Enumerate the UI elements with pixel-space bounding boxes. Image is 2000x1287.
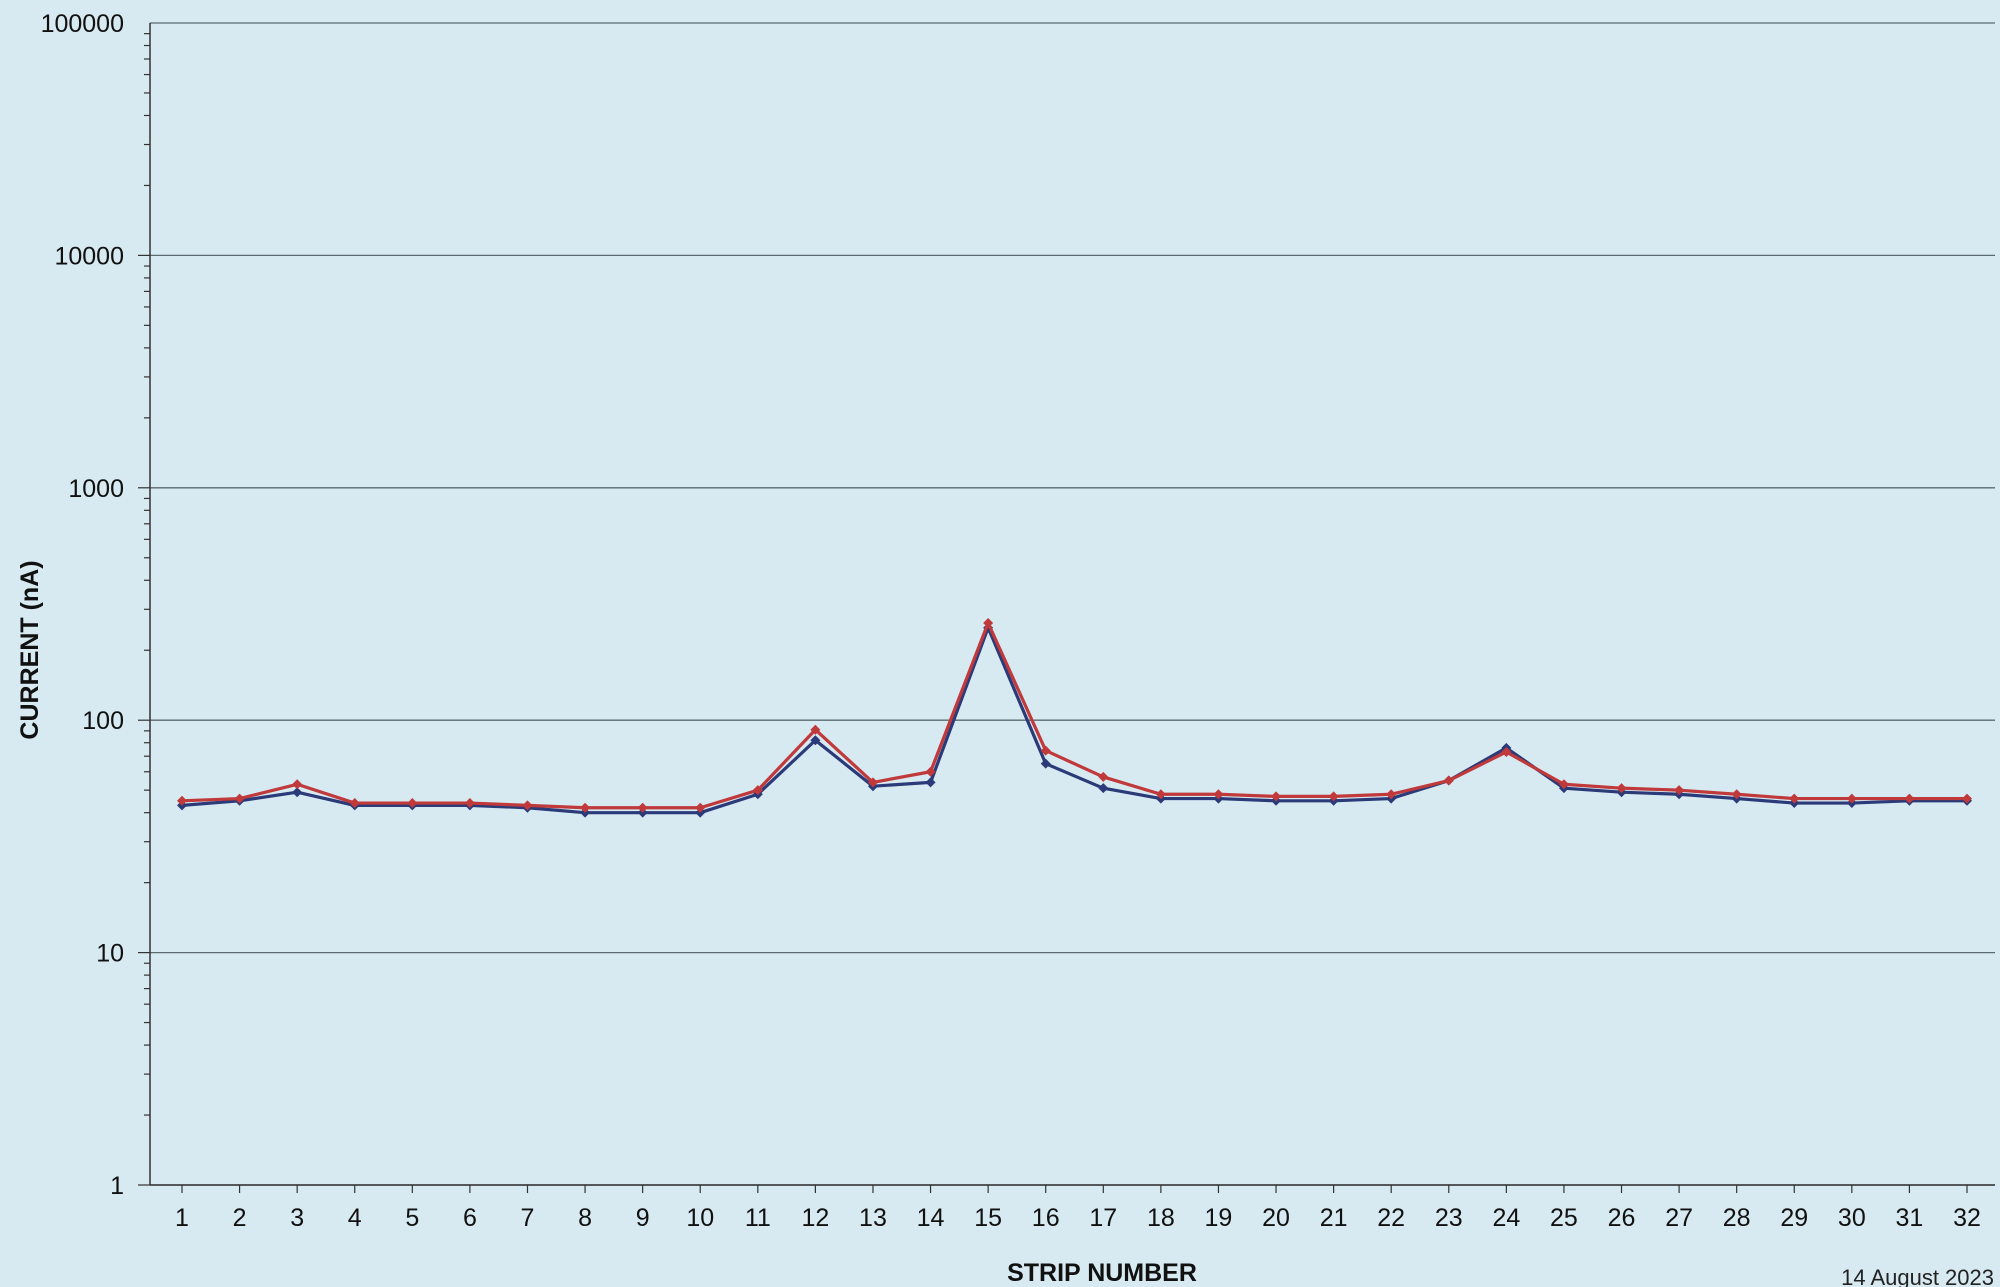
data-point — [522, 800, 533, 811]
y-tick-label: 100 — [82, 707, 124, 735]
x-axis: 1 2 3 4 5 6 7 8 9 10 11 12 13 14 15 16 17 18 19 20 21 22 23 24 2… — [150, 1184, 1995, 1232]
data-point — [810, 735, 821, 746]
data-point — [1328, 791, 1339, 802]
data-point — [349, 798, 360, 809]
data-point — [925, 777, 936, 788]
x-tick-label: 1 — [175, 1204, 189, 1232]
x-tick-label: 27 — [1665, 1204, 1693, 1232]
x-tick-label: 25 — [1550, 1204, 1578, 1232]
x-tick-label: 28 — [1723, 1204, 1751, 1232]
footer-date: 14 August 2023 — [1841, 1265, 1994, 1287]
y-tick-label: 10 — [96, 940, 124, 968]
x-tick-label: 10 — [686, 1204, 714, 1232]
x-tick-label: 8 — [578, 1204, 592, 1232]
data-point — [1558, 779, 1569, 790]
data-point — [234, 793, 245, 804]
data-point — [1904, 793, 1915, 804]
x-tick-label: 11 — [745, 1204, 771, 1232]
data-point — [810, 724, 821, 735]
x-tick-label: 14 — [917, 1204, 945, 1232]
data-point — [407, 798, 418, 809]
x-tick-label: 31 — [1896, 1204, 1924, 1232]
x-tick-label: 24 — [1492, 1204, 1520, 1232]
y-tick-label: 10000 — [54, 242, 124, 270]
data-point — [983, 617, 994, 628]
x-tick-label: 7 — [521, 1204, 535, 1232]
data-point — [1616, 783, 1627, 794]
x-tick-label: 9 — [636, 1204, 650, 1232]
data-point — [1098, 783, 1109, 794]
data-point — [177, 795, 187, 806]
x-axis-title: STRIP NUMBER — [1007, 1259, 1197, 1287]
x-tick-label: 3 — [290, 1204, 304, 1232]
data-point — [1962, 793, 1972, 804]
data-point — [580, 802, 591, 813]
grid-lines — [150, 22, 1995, 1186]
data-point — [1789, 793, 1800, 804]
data-point — [752, 785, 763, 796]
y-tick-label: 1000 — [68, 475, 124, 503]
x-tick-label: 17 — [1089, 1204, 1117, 1232]
x-tick-label: 15 — [974, 1204, 1002, 1232]
data-point — [1271, 791, 1282, 802]
data-point — [1098, 771, 1109, 782]
data-point — [1040, 758, 1051, 769]
data-point — [1443, 775, 1454, 786]
data-point — [1213, 789, 1224, 800]
data-point — [1674, 785, 1685, 796]
x-tick-label: 16 — [1032, 1204, 1060, 1232]
x-tick-label: 6 — [463, 1204, 477, 1232]
data-point — [867, 777, 878, 788]
data-point — [464, 798, 475, 809]
x-tick-label: 23 — [1435, 1204, 1463, 1232]
data-point — [925, 766, 936, 777]
series-layer — [177, 617, 1972, 818]
x-tick-label: 26 — [1608, 1204, 1636, 1232]
y-tick-label: 1 — [110, 1172, 124, 1200]
y-axis: 100000 10000 1000 100 10 1 — [41, 10, 151, 1200]
x-tick-label: 4 — [348, 1204, 362, 1232]
series-line — [181, 626, 1967, 815]
x-tick-label: 5 — [405, 1204, 419, 1232]
y-tick-label: 100000 — [41, 10, 124, 38]
series-2 — [177, 617, 1972, 813]
data-point — [1155, 789, 1166, 800]
x-tick-label: 20 — [1262, 1204, 1290, 1232]
data-point — [695, 802, 706, 813]
x-tick-label: 19 — [1205, 1204, 1233, 1232]
x-tick-label: 18 — [1147, 1204, 1175, 1232]
data-point — [1846, 793, 1857, 804]
x-tick-label: 30 — [1838, 1204, 1866, 1232]
data-point — [292, 787, 303, 798]
series-line — [181, 621, 1967, 810]
data-point — [1386, 789, 1397, 800]
x-tick-label: 12 — [801, 1204, 829, 1232]
x-tick-label: 32 — [1953, 1204, 1981, 1232]
x-tick-label: 2 — [233, 1204, 247, 1232]
x-tick-label: 29 — [1780, 1204, 1808, 1232]
y-axis-title: CURRENT (nA) — [16, 560, 44, 739]
x-tick-label: 22 — [1377, 1204, 1405, 1232]
x-tick-label: 13 — [859, 1204, 887, 1232]
data-point — [1040, 745, 1051, 756]
data-point — [1501, 746, 1512, 757]
data-point — [292, 779, 303, 790]
x-tick-label: 21 — [1320, 1204, 1348, 1232]
data-point — [1731, 789, 1742, 800]
data-point — [637, 802, 648, 813]
